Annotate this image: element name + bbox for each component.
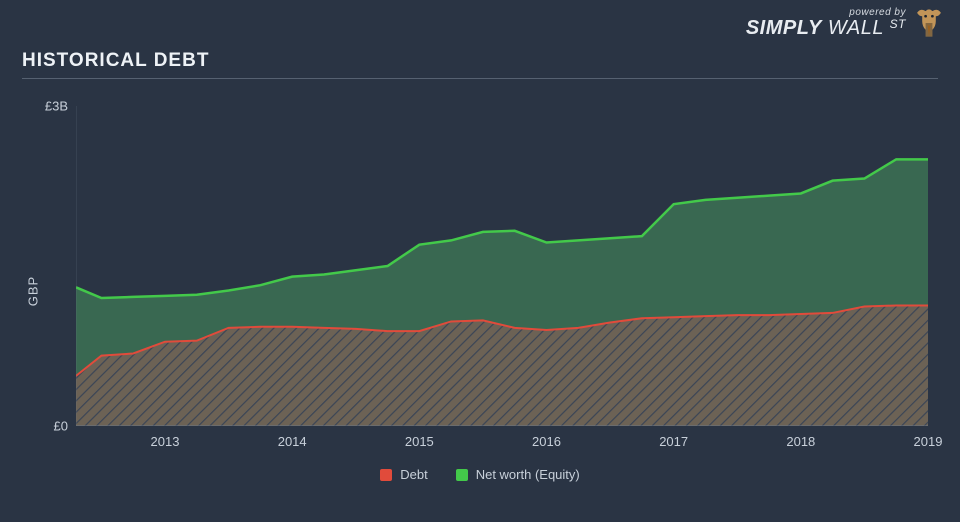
brand-part-b: WALL <box>828 17 884 39</box>
x-tick: 2018 <box>786 434 815 449</box>
legend-item-equity: Net worth (Equity) <box>456 467 580 482</box>
x-tick: 2015 <box>405 434 434 449</box>
legend-label-debt: Debt <box>400 467 427 482</box>
brand-text: powered by SIMPLY WALL ST <box>746 8 906 38</box>
x-tick: 2019 <box>914 434 943 449</box>
legend: Debt Net worth (Equity) <box>22 467 938 482</box>
plot-area <box>76 106 928 426</box>
powered-by-label: powered by <box>746 8 906 18</box>
legend-swatch-equity <box>456 469 468 481</box>
y-axis-label: GBP <box>26 276 41 306</box>
x-tick: 2013 <box>151 434 180 449</box>
brand-part-c: ST <box>890 17 906 31</box>
y-tick: £0 <box>54 419 76 434</box>
chart-svg <box>76 106 928 426</box>
brand-part-a: SIMPLY <box>746 17 822 39</box>
x-tick: 2017 <box>659 434 688 449</box>
x-tick: 2014 <box>278 434 307 449</box>
brand-name: SIMPLY WALL ST <box>746 18 906 38</box>
x-tick: 2016 <box>532 434 561 449</box>
title-rule <box>22 78 938 79</box>
bull-icon <box>912 6 946 40</box>
legend-swatch-debt <box>380 469 392 481</box>
legend-item-debt: Debt <box>380 467 427 482</box>
chart: GBP £0£3B 2013201420152016201720182019 D… <box>22 96 938 486</box>
legend-label-equity: Net worth (Equity) <box>476 467 580 482</box>
y-tick: £3B <box>45 99 76 114</box>
chart-title: HISTORICAL DEBT <box>22 50 209 72</box>
brand-lockup: powered by SIMPLY WALL ST <box>746 6 946 40</box>
